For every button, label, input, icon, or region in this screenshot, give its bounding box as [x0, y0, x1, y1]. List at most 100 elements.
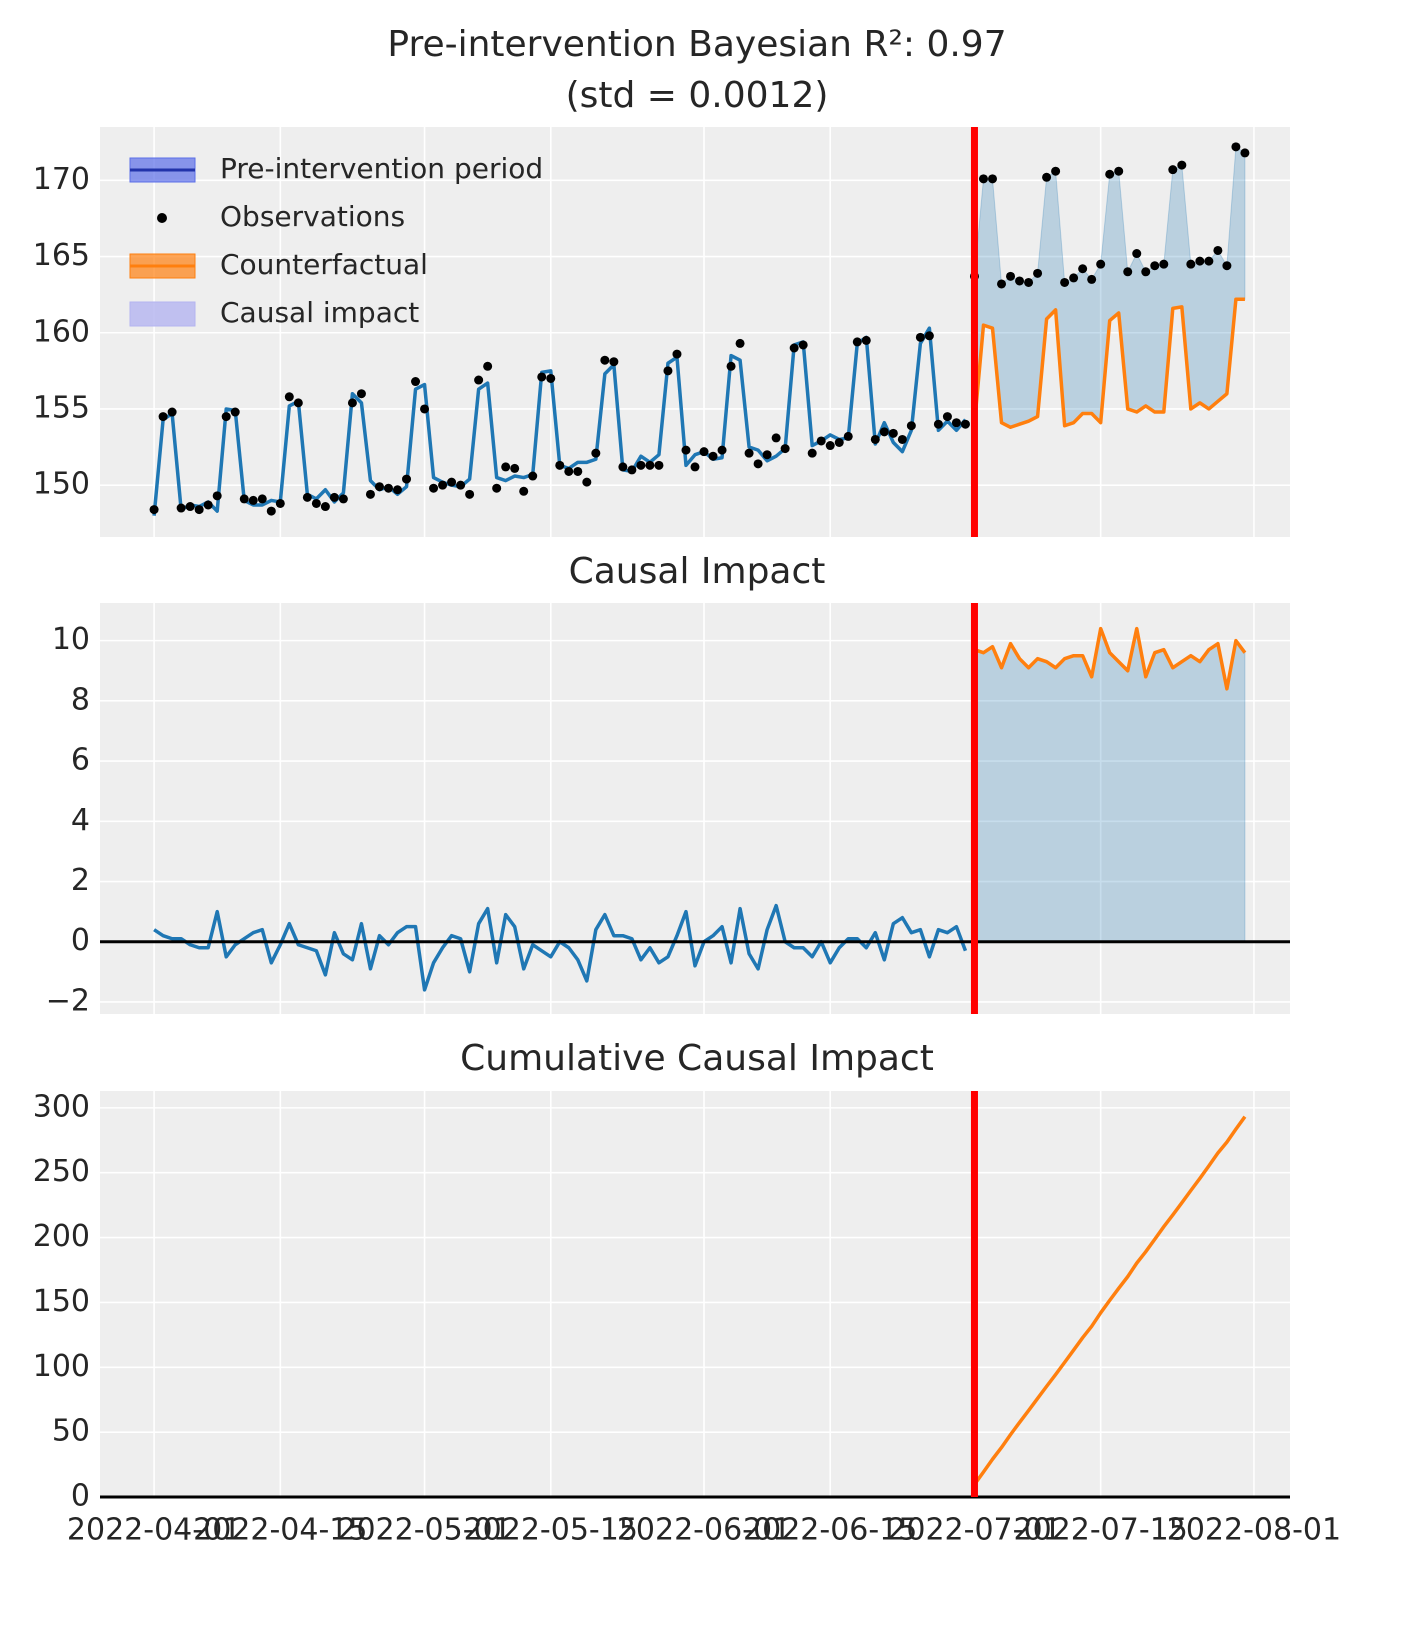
observation-point	[420, 404, 430, 414]
observation-point	[1132, 249, 1142, 259]
observation-point	[1159, 259, 1169, 269]
observation-point	[997, 279, 1007, 289]
observation-point	[1051, 166, 1061, 176]
y-tick-label: 155	[33, 390, 90, 425]
observation-point	[1141, 267, 1151, 277]
observation-point	[600, 355, 610, 365]
x-tick-label: 2022-04-15	[193, 1513, 367, 1548]
x-tick-label: 2022-04-01	[67, 1513, 241, 1548]
observation-point	[338, 494, 348, 504]
observation-point	[717, 445, 727, 455]
y-tick-label: 2	[71, 863, 90, 898]
observation-point	[510, 463, 520, 473]
observation-point	[221, 412, 231, 422]
observation-point	[843, 431, 853, 441]
observation-point	[212, 491, 222, 501]
observation-point	[266, 506, 276, 516]
impact-area	[973, 626, 1246, 943]
observation-point	[1060, 277, 1070, 287]
observation-point	[807, 448, 817, 458]
observation-point	[1015, 276, 1025, 286]
observation-point	[735, 338, 745, 348]
y-tick-label: 0	[71, 1479, 90, 1514]
observation-point	[879, 427, 889, 437]
observation-point	[1078, 264, 1088, 274]
legend-label: Counterfactual	[220, 248, 428, 281]
legend-label: Observations	[220, 200, 405, 233]
observation-point	[663, 366, 673, 376]
observation-point	[672, 349, 682, 359]
observation-point	[302, 492, 312, 502]
observation-point	[311, 498, 321, 508]
observation-point	[690, 462, 700, 472]
observation-point	[699, 447, 709, 457]
observation-point	[1069, 273, 1079, 283]
y-tick-label: −2	[46, 983, 90, 1018]
observation-point	[789, 343, 799, 353]
legend-marker	[157, 213, 167, 223]
y-tick-label: 300	[33, 1089, 90, 1124]
panel-title: Cumulative Causal Impact	[460, 1038, 934, 1079]
observation-point	[609, 357, 619, 367]
observation-point	[825, 441, 835, 451]
observation-point	[906, 421, 916, 431]
observation-point	[1105, 169, 1115, 179]
observation-point	[1042, 172, 1052, 182]
x-tick-label: 2022-05-01	[337, 1513, 511, 1548]
series-line	[973, 626, 1247, 691]
observation-point	[942, 412, 952, 422]
observation-point	[176, 503, 186, 513]
observation-point	[960, 419, 970, 429]
observation-point	[978, 174, 988, 184]
observation-point	[537, 372, 547, 382]
observation-point	[1213, 245, 1223, 255]
observation-point	[1240, 148, 1250, 158]
y-tick-label: 4	[71, 803, 90, 838]
observation-point	[1231, 142, 1241, 152]
observation-point	[1177, 160, 1187, 170]
y-tick-label: 8	[71, 682, 90, 717]
observation-point	[1186, 259, 1196, 269]
series-line	[973, 1115, 1247, 1486]
observation-point	[347, 398, 357, 408]
x-tick-label: 2022-07-01	[887, 1513, 1061, 1548]
chart-subtitle: (std = 0.0012)	[566, 75, 829, 116]
observation-point	[988, 174, 997, 184]
observation-point	[257, 494, 267, 504]
observation-point	[329, 492, 339, 502]
observation-point	[1123, 267, 1133, 277]
observation-point	[393, 485, 402, 495]
observation-point	[1096, 259, 1106, 269]
panel-title: Causal Impact	[569, 551, 826, 592]
y-tick-label: 10	[52, 622, 90, 657]
observation-point	[383, 483, 393, 493]
observation-point	[555, 460, 565, 470]
x-tick-label: 2022-06-15	[743, 1513, 917, 1548]
y-tick-label: 6	[71, 743, 90, 778]
y-tick-label: 100	[33, 1349, 90, 1384]
observation-point	[194, 505, 204, 515]
observation-point	[447, 477, 457, 487]
observation-point	[654, 460, 664, 470]
observation-point	[1033, 268, 1043, 278]
observation-point	[483, 361, 493, 371]
observation-point	[834, 438, 844, 448]
observation-point	[861, 335, 871, 345]
observation-point	[591, 448, 601, 458]
observation-point	[501, 462, 511, 472]
observation-point	[320, 502, 330, 512]
y-tick-label: 0	[71, 923, 90, 958]
observation-point	[753, 459, 763, 469]
x-tick-label: 2022-08-01	[1167, 1513, 1341, 1548]
observation-point	[636, 460, 646, 470]
plot-background	[100, 1091, 1290, 1497]
observation-point	[248, 495, 258, 505]
observation-point	[798, 340, 808, 350]
observation-point	[915, 332, 925, 342]
observation-point	[456, 480, 466, 490]
observation-point	[546, 373, 556, 383]
chart-title: Pre-intervention Bayesian R²: 0.97	[387, 24, 1006, 65]
observation-point	[528, 471, 538, 481]
